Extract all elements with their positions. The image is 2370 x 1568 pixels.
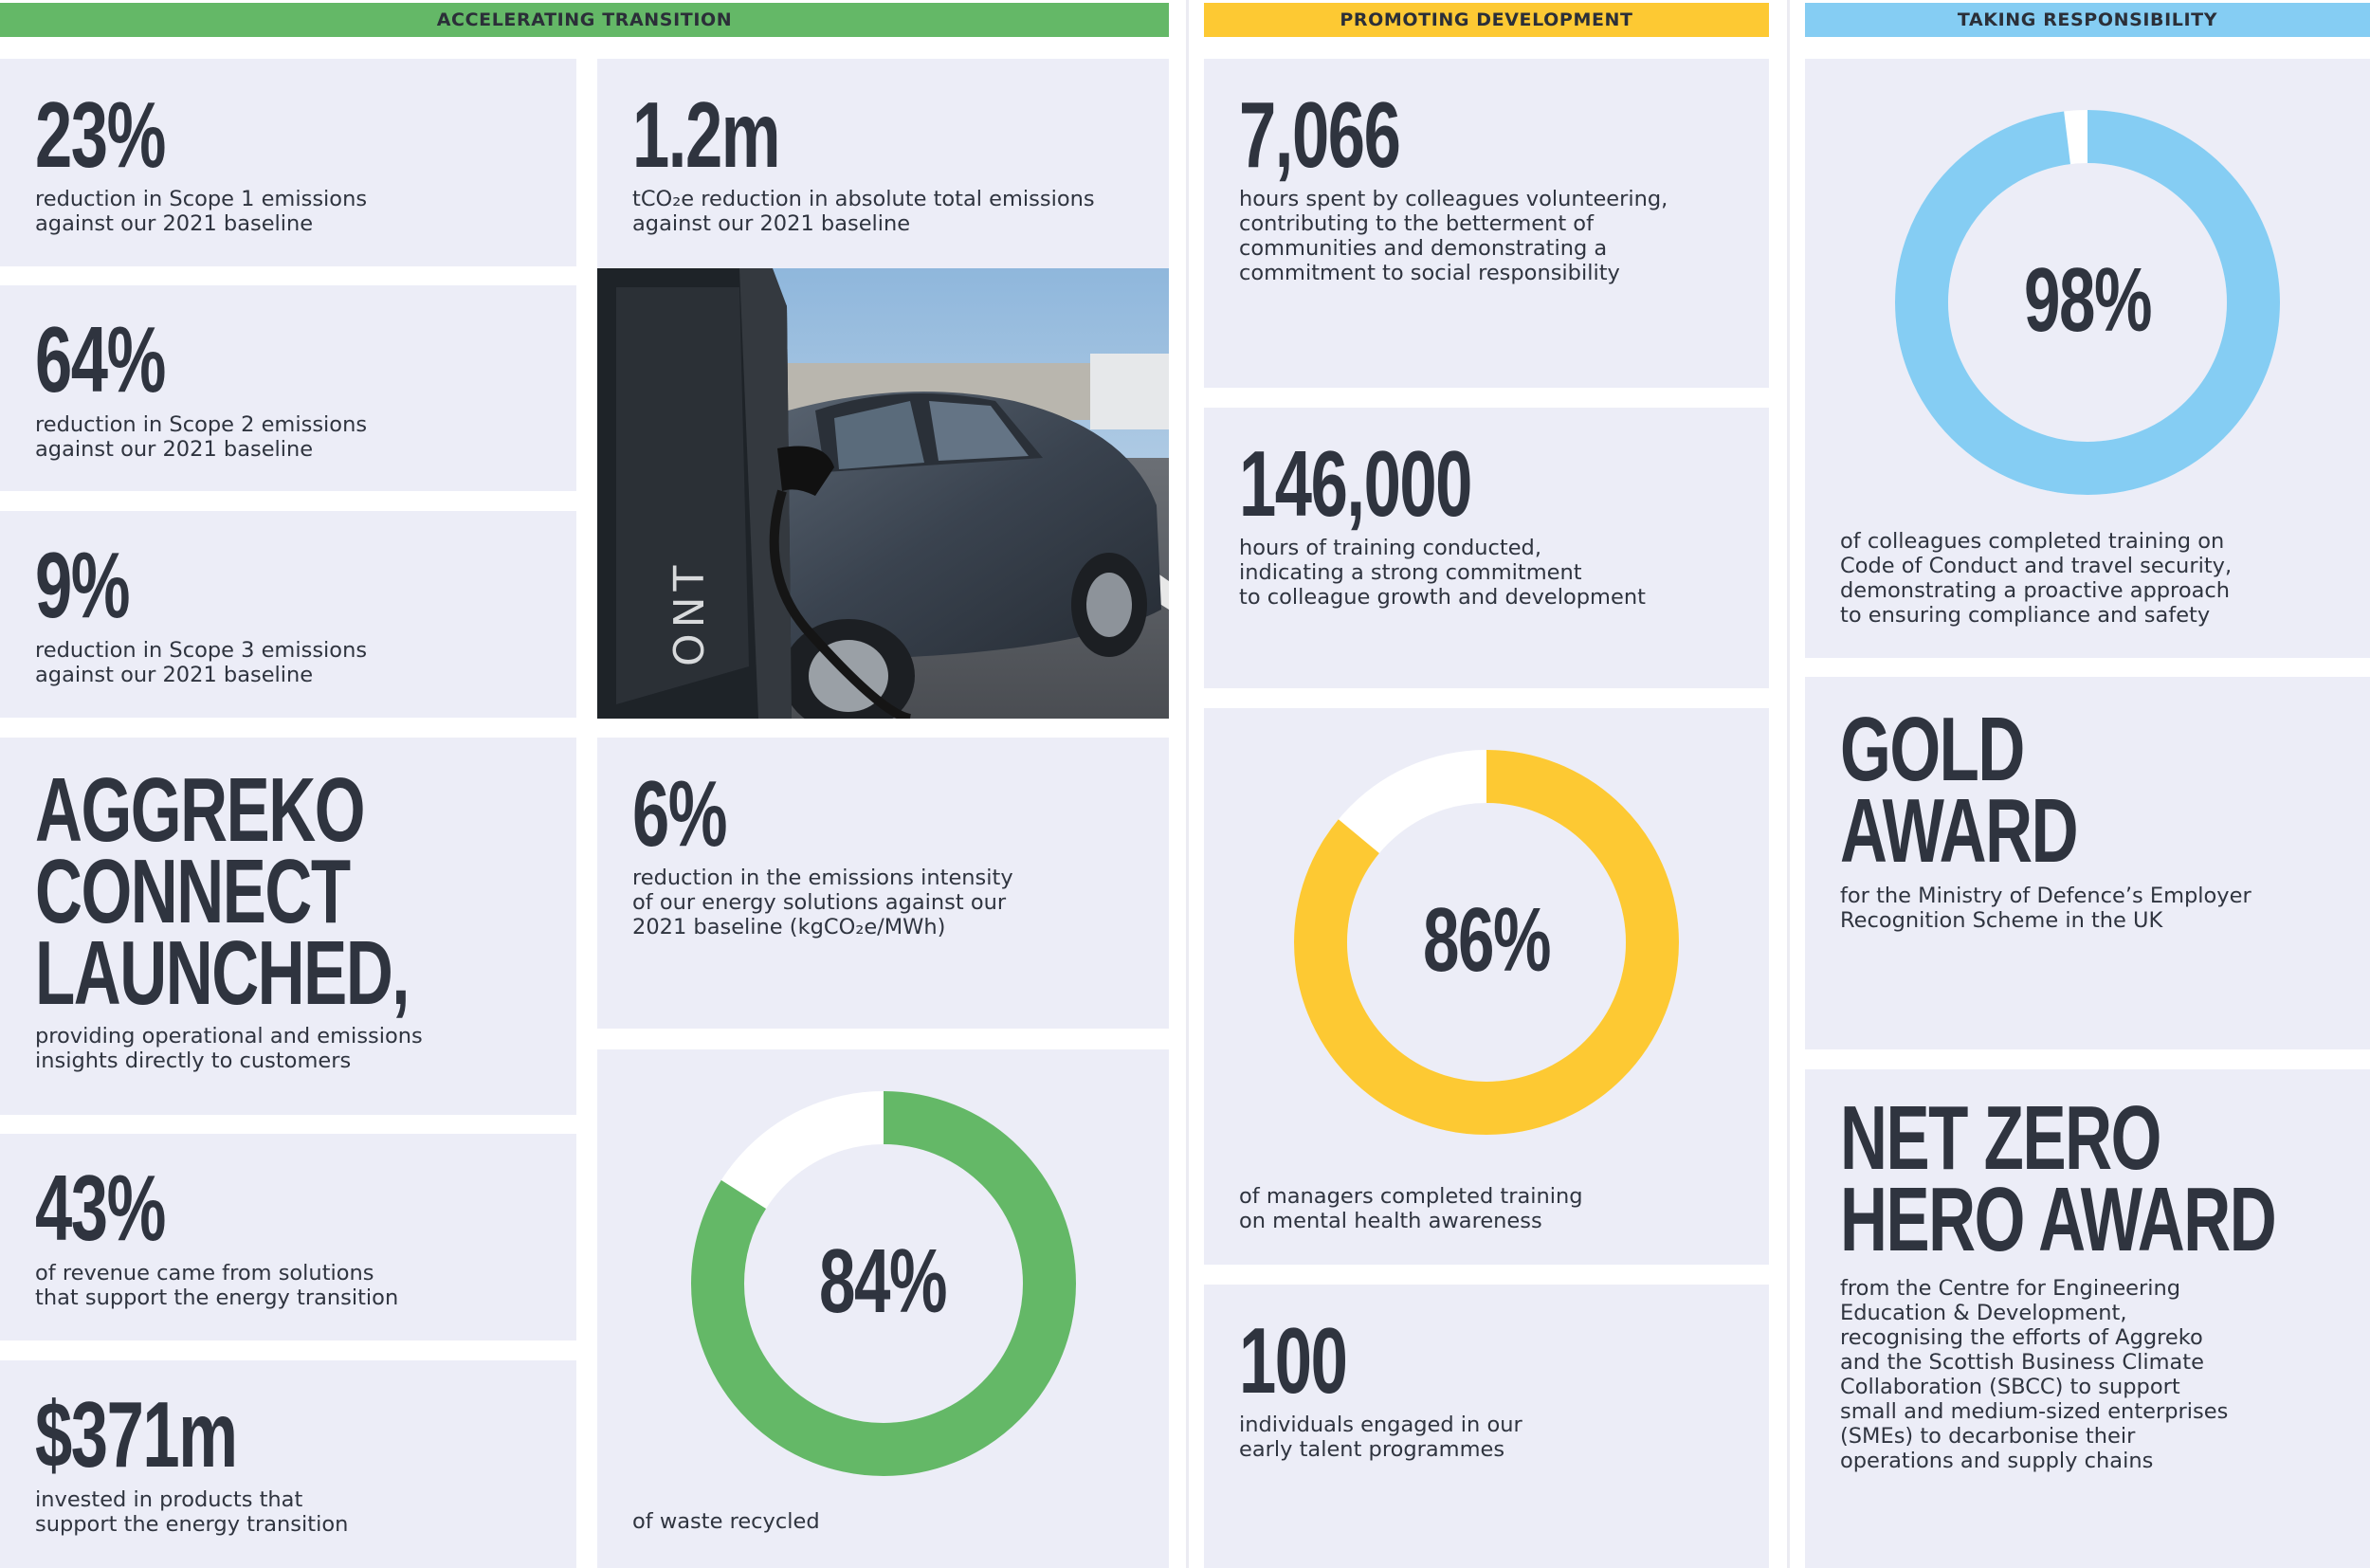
stat-value: 64% (35, 307, 166, 411)
stat-card-scope2: 64% reduction in Scope 2 emissions again… (0, 285, 576, 491)
stat-headline: GOLD AWARD (1840, 699, 2079, 882)
stat-description: reduction in Scope 2 emissions against o… (35, 412, 368, 462)
stat-card-revenue: 43% of revenue came from solutions that … (0, 1134, 576, 1340)
donut-value: 86% (1422, 889, 1551, 991)
stat-card-scope1: 23% reduction in Scope 1 emissions again… (0, 59, 576, 266)
stat-description: tCO₂e reduction in absolute total emissi… (632, 187, 1095, 236)
stat-description: individuals engaged in our early talent … (1239, 1413, 1522, 1462)
stat-description: of colleagues completed training on Code… (1840, 529, 2233, 628)
stat-value: 6% (632, 761, 728, 866)
stat-card-invested: $371m invested in products that support … (0, 1360, 576, 1568)
stat-card-emissions-intensity: 6% reduction in the emissions intensity … (597, 738, 1169, 1029)
stat-value: $371m (35, 1382, 238, 1486)
stat-headline: NET ZERO HERO AWARD (1840, 1087, 2277, 1270)
donut-value: 98% (2023, 249, 2152, 351)
donut-fill (691, 1091, 1076, 1476)
ev-charging-photo: ONT (597, 268, 1169, 719)
column-divider (1186, 0, 1189, 1568)
header-accelerating-transition: ACCELERATING TRANSITION (0, 3, 1169, 37)
stat-value: 1.2m (632, 82, 781, 187)
stat-card-net-zero-hero: NET ZERO HERO AWARD from the Centre for … (1805, 1069, 2370, 1568)
stat-value: 43% (35, 1156, 166, 1260)
stat-card-gold-award: GOLD AWARD for the Ministry of Defence’s… (1805, 677, 2370, 1049)
stat-value: 9% (35, 533, 131, 637)
header-promoting-development: PROMOTING DEVELOPMENT (1204, 3, 1769, 37)
svg-text:ONT: ONT (665, 560, 714, 666)
stat-description: reduction in the emissions intensity of … (632, 866, 1013, 939)
mental-health-donut-chart (1294, 750, 1679, 1135)
donut-fill (1294, 750, 1679, 1135)
stat-card-scope3: 9% reduction in Scope 3 emissions agains… (0, 511, 576, 718)
stat-card-early-talent: 100 individuals engaged in our early tal… (1204, 1285, 1769, 1568)
stat-description: from the Centre for Engineering Educatio… (1840, 1276, 2229, 1473)
stat-card-code-of-conduct: 98% of colleagues completed training on … (1805, 59, 2370, 658)
code-of-conduct-donut-chart (1895, 110, 2280, 495)
stat-value: 23% (35, 82, 166, 187)
ev-charging-illustration: ONT (597, 268, 1169, 719)
stat-description: of managers completed training on mental… (1239, 1184, 1583, 1233)
stat-card-training-hours: 146,000 hours of training conducted, ind… (1204, 408, 1769, 688)
stat-description: hours spent by colleagues volunteering, … (1239, 187, 1668, 285)
stat-description: invested in products that support the en… (35, 1487, 349, 1537)
donut-fill (1895, 110, 2280, 495)
stat-value: 7,066 (1239, 82, 1401, 187)
stat-description: hours of training conducted, indicating … (1239, 536, 1646, 610)
stat-card-mental-health: 86% of managers completed training on me… (1204, 708, 1769, 1265)
stat-headline: AGGREKO CONNECT LAUNCHED, (35, 759, 410, 1024)
stat-description: of revenue came from solutions that supp… (35, 1261, 399, 1310)
donut-value: 84% (819, 1231, 947, 1332)
stat-description: of waste recycled (632, 1509, 820, 1534)
header-taking-responsibility: TAKING RESPONSIBILITY (1805, 3, 2370, 37)
stat-card-tco2e: 1.2m tCO₂e reduction in absolute total e… (597, 59, 1169, 268)
stat-card-waste-recycled: 84% of waste recycled (597, 1049, 1169, 1568)
stat-description: providing operational and emissions insi… (35, 1024, 423, 1073)
stat-value: 146,000 (1239, 431, 1472, 536)
stat-value: 100 (1239, 1308, 1348, 1413)
column-divider (1787, 0, 1790, 1568)
stat-card-volunteering: 7,066 hours spent by colleagues voluntee… (1204, 59, 1769, 388)
stat-description: for the Ministry of Defence’s Employer R… (1840, 884, 2252, 933)
stat-description: reduction in Scope 1 emissions against o… (35, 187, 368, 236)
waste-donut-chart (691, 1091, 1076, 1476)
stat-description: reduction in Scope 3 emissions against o… (35, 638, 368, 687)
stat-card-aggreko-connect: AGGREKO CONNECT LAUNCHED, providing oper… (0, 738, 576, 1115)
